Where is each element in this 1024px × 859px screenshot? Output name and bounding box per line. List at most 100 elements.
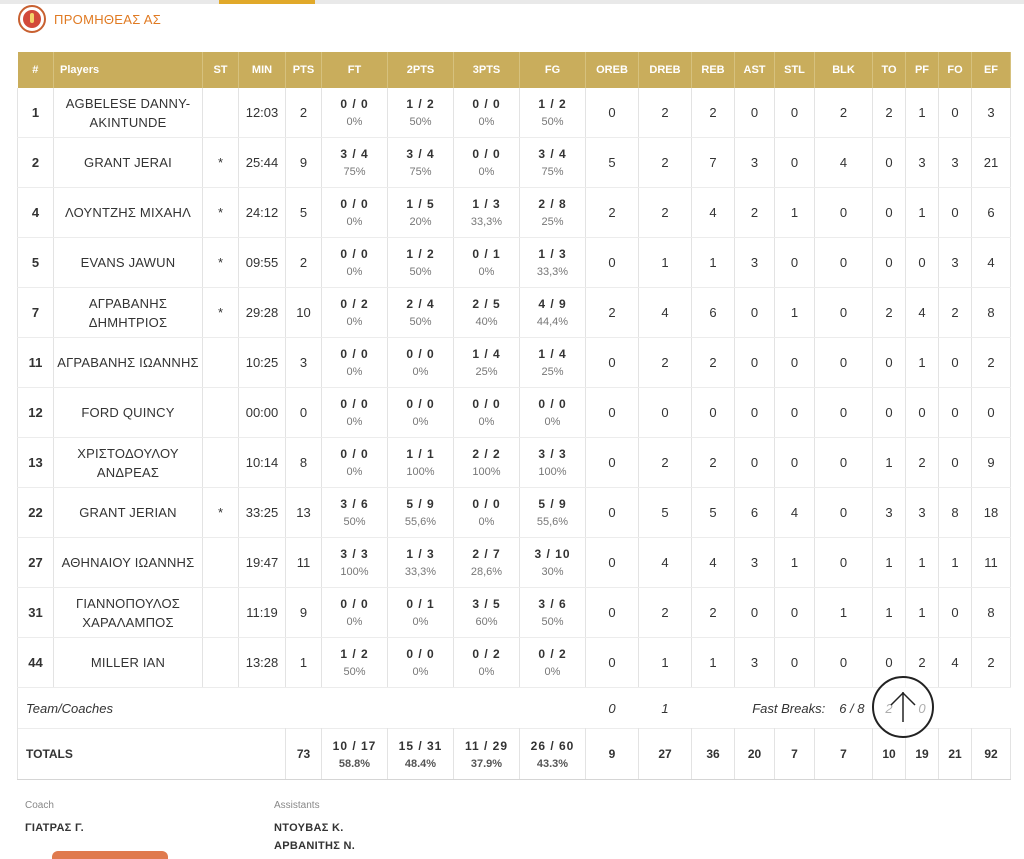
stat-blk: 0: [814, 487, 873, 538]
field-goals: 3 / 10 30%: [519, 537, 586, 588]
player-number: 44: [17, 637, 54, 688]
table-row[interactable]: 2 GRANT JERAI * 25:44 9 3 / 4 75% 3 / 4 75% 0 / 0…: [17, 137, 1011, 188]
stat-dreb: 2: [638, 587, 692, 638]
two-pointers-percent: 50%: [409, 116, 432, 128]
stat-reb: 4: [691, 187, 735, 238]
minutes: 10:25: [238, 337, 286, 388]
team-dreb: 1: [661, 700, 669, 716]
player-number: 31: [17, 587, 54, 638]
team-name: ΠΡΟΜΗΘΕΑΣ ΑΣ: [54, 11, 162, 27]
three-pointers-made-attempted: 2 / 5: [472, 297, 501, 311]
three-pointers: 0 / 0 0%: [453, 137, 520, 188]
stat-reb: 2: [691, 337, 735, 388]
three-pointers-made-attempted: 0 / 0: [472, 397, 501, 411]
column-header: REB: [691, 52, 735, 88]
two-pointers: 0 / 1 0%: [387, 587, 454, 638]
totals-two-pointers-made-attempted: 15 / 31: [398, 738, 443, 753]
free-throws: 0 / 0 0%: [321, 187, 388, 238]
two-pointers-made-attempted: 0 / 0: [406, 397, 435, 411]
field-goals-percent: 0%: [544, 416, 561, 428]
stat-ef: 8: [971, 287, 1011, 338]
table-row[interactable]: 12 FORD QUINCY 00:00 0 0 / 0 0% 0 / 0 0% 0 / 0 0%…: [17, 387, 1011, 438]
table-row[interactable]: 22 GRANT JERIAN * 33:25 13 3 / 6 50% 5 / 9 55,6%…: [17, 487, 1011, 538]
field-goals-percent: 50%: [541, 116, 564, 128]
three-pointers-made-attempted: 1 / 4: [472, 347, 501, 361]
starter-mark: *: [202, 187, 239, 238]
scroll-to-top-button[interactable]: [872, 676, 934, 738]
field-goals-made-attempted: 1 / 3: [538, 247, 567, 261]
stat-dreb: 1: [638, 637, 692, 688]
three-pointers-percent: 0%: [478, 266, 495, 278]
arrow-up-icon: [890, 691, 916, 722]
points: 9: [285, 587, 322, 638]
three-pointers-made-attempted: 2 / 2: [472, 447, 501, 461]
table-row[interactable]: 7 ΑΓΡΑΒΑΝΗΣ ΔΗΜΗΤΡΙΟΣ * 29:28 10 0 / 2 0% 2 / 4…: [17, 287, 1011, 338]
field-goals: 3 / 4 75%: [519, 137, 586, 188]
starter-mark: [202, 637, 239, 688]
column-header: EF: [971, 52, 1011, 88]
player-number: 5: [17, 237, 54, 288]
player-name: AGBELESE DANNY-AKINTUNDE: [53, 88, 203, 138]
stat-blk: 0: [814, 237, 873, 288]
free-throws: 0 / 0 0%: [321, 587, 388, 638]
table-row[interactable]: 11 ΑΓΡΑΒΑΝΗΣ ΙΩΑΝΝΗΣ 10:25 3 0 / 0 0% 0 / 0 0% 1…: [17, 337, 1011, 388]
table-row[interactable]: 44 MILLER IAN 13:28 1 1 / 2 50% 0 / 0 0% 0 / 2 0%…: [17, 637, 1011, 688]
starter-mark: *: [202, 137, 239, 188]
field-goals: 5 / 9 55,6%: [519, 487, 586, 538]
totals-label: TOTALS: [17, 728, 286, 780]
empty-cell: [972, 688, 1011, 729]
field-goals-made-attempted: 3 / 4: [538, 147, 567, 161]
totals-row: TOTALS 73 10 / 17 58.8% 15 / 31 48.4% 11 / 29 3…: [17, 728, 1011, 780]
stat-reb: 5: [691, 487, 735, 538]
stat-stl: 0: [774, 387, 815, 438]
table-row[interactable]: 4 ΛΟΥΝΤΖΗΣ ΜΙΧΑΗΛ * 24:12 5 0 / 0 0% 1 / 5 20% 1 …: [17, 187, 1011, 238]
three-pointers-made-attempted: 0 / 1: [472, 247, 501, 261]
column-header: DREB: [638, 52, 692, 88]
stat-stl: 0: [774, 88, 815, 138]
points: 2: [285, 237, 322, 288]
three-pointers-made-attempted: 2 / 7: [472, 547, 501, 561]
table-row[interactable]: 1 AGBELESE DANNY-AKINTUNDE 12:03 2 0 / 0 0% 1 …: [17, 88, 1011, 138]
stat-pf: 3: [905, 137, 939, 188]
table-row[interactable]: 31 ΓΙΑΝΝΟΠΟΥΛΟΣ ΧΑΡΑΛΑΜΠΟΣ 11:19 9 0 / 0 0% 0 …: [17, 587, 1011, 638]
two-pointers-percent: 0%: [412, 416, 429, 428]
points: 11: [285, 537, 322, 588]
stat-fo: 0: [938, 437, 972, 488]
totals-three-pointers-percent: 37.9%: [470, 757, 503, 770]
column-header: Players: [53, 52, 203, 88]
stat-ast: 2: [734, 187, 775, 238]
stat-blk: 0: [814, 387, 873, 438]
stat-oreb: 0: [585, 487, 639, 538]
table-row[interactable]: 13 ΧΡΙΣΤΟΔΟΥΛΟΥ ΑΝΔΡΕΑΣ 10:14 8 0 / 0 0% 1 / 1…: [17, 437, 1011, 488]
stat-fo: 0: [938, 387, 972, 438]
two-pointers: 0 / 0 0%: [387, 337, 454, 388]
three-pointers-percent: 40%: [475, 316, 498, 328]
coach-name: ΓΙΑΤΡΑΣ Γ.: [25, 822, 84, 834]
totals-field-goals-made-attempted: 26 / 60: [530, 738, 575, 753]
player-name: MILLER IAN: [53, 637, 203, 688]
coach-block: Coach ΓΙΑΤΡΑΣ Γ.: [25, 800, 84, 837]
three-pointers-made-attempted: 3 / 5: [472, 597, 501, 611]
stat-ef: 3: [971, 88, 1011, 138]
fast-breaks: Fast Breaks: 6 / 8: [692, 688, 873, 729]
stat-pf: 0: [905, 237, 939, 288]
minutes: 19:47: [238, 537, 286, 588]
stat-dreb: 1: [638, 237, 692, 288]
two-pointers: 1 / 3 33,3%: [387, 537, 454, 588]
stat-ast: 0: [734, 437, 775, 488]
free-throws-made-attempted: 0 / 0: [340, 97, 369, 111]
coach-label: Coach: [25, 800, 54, 811]
three-pointers: 0 / 0 0%: [453, 88, 520, 138]
free-throws: 3 / 3 100%: [321, 537, 388, 588]
bottom-action-button[interactable]: [52, 851, 168, 859]
stat-blk: 0: [814, 437, 873, 488]
player-name: ΛΟΥΝΤΖΗΣ ΜΙΧΑΗΛ: [53, 187, 203, 238]
stat-fo: 4: [938, 637, 972, 688]
stat-ast: 3: [734, 537, 775, 588]
field-goals-percent: 100%: [538, 466, 567, 478]
stat-to: 0: [872, 137, 906, 188]
points: 8: [285, 437, 322, 488]
points: 2: [285, 88, 322, 138]
